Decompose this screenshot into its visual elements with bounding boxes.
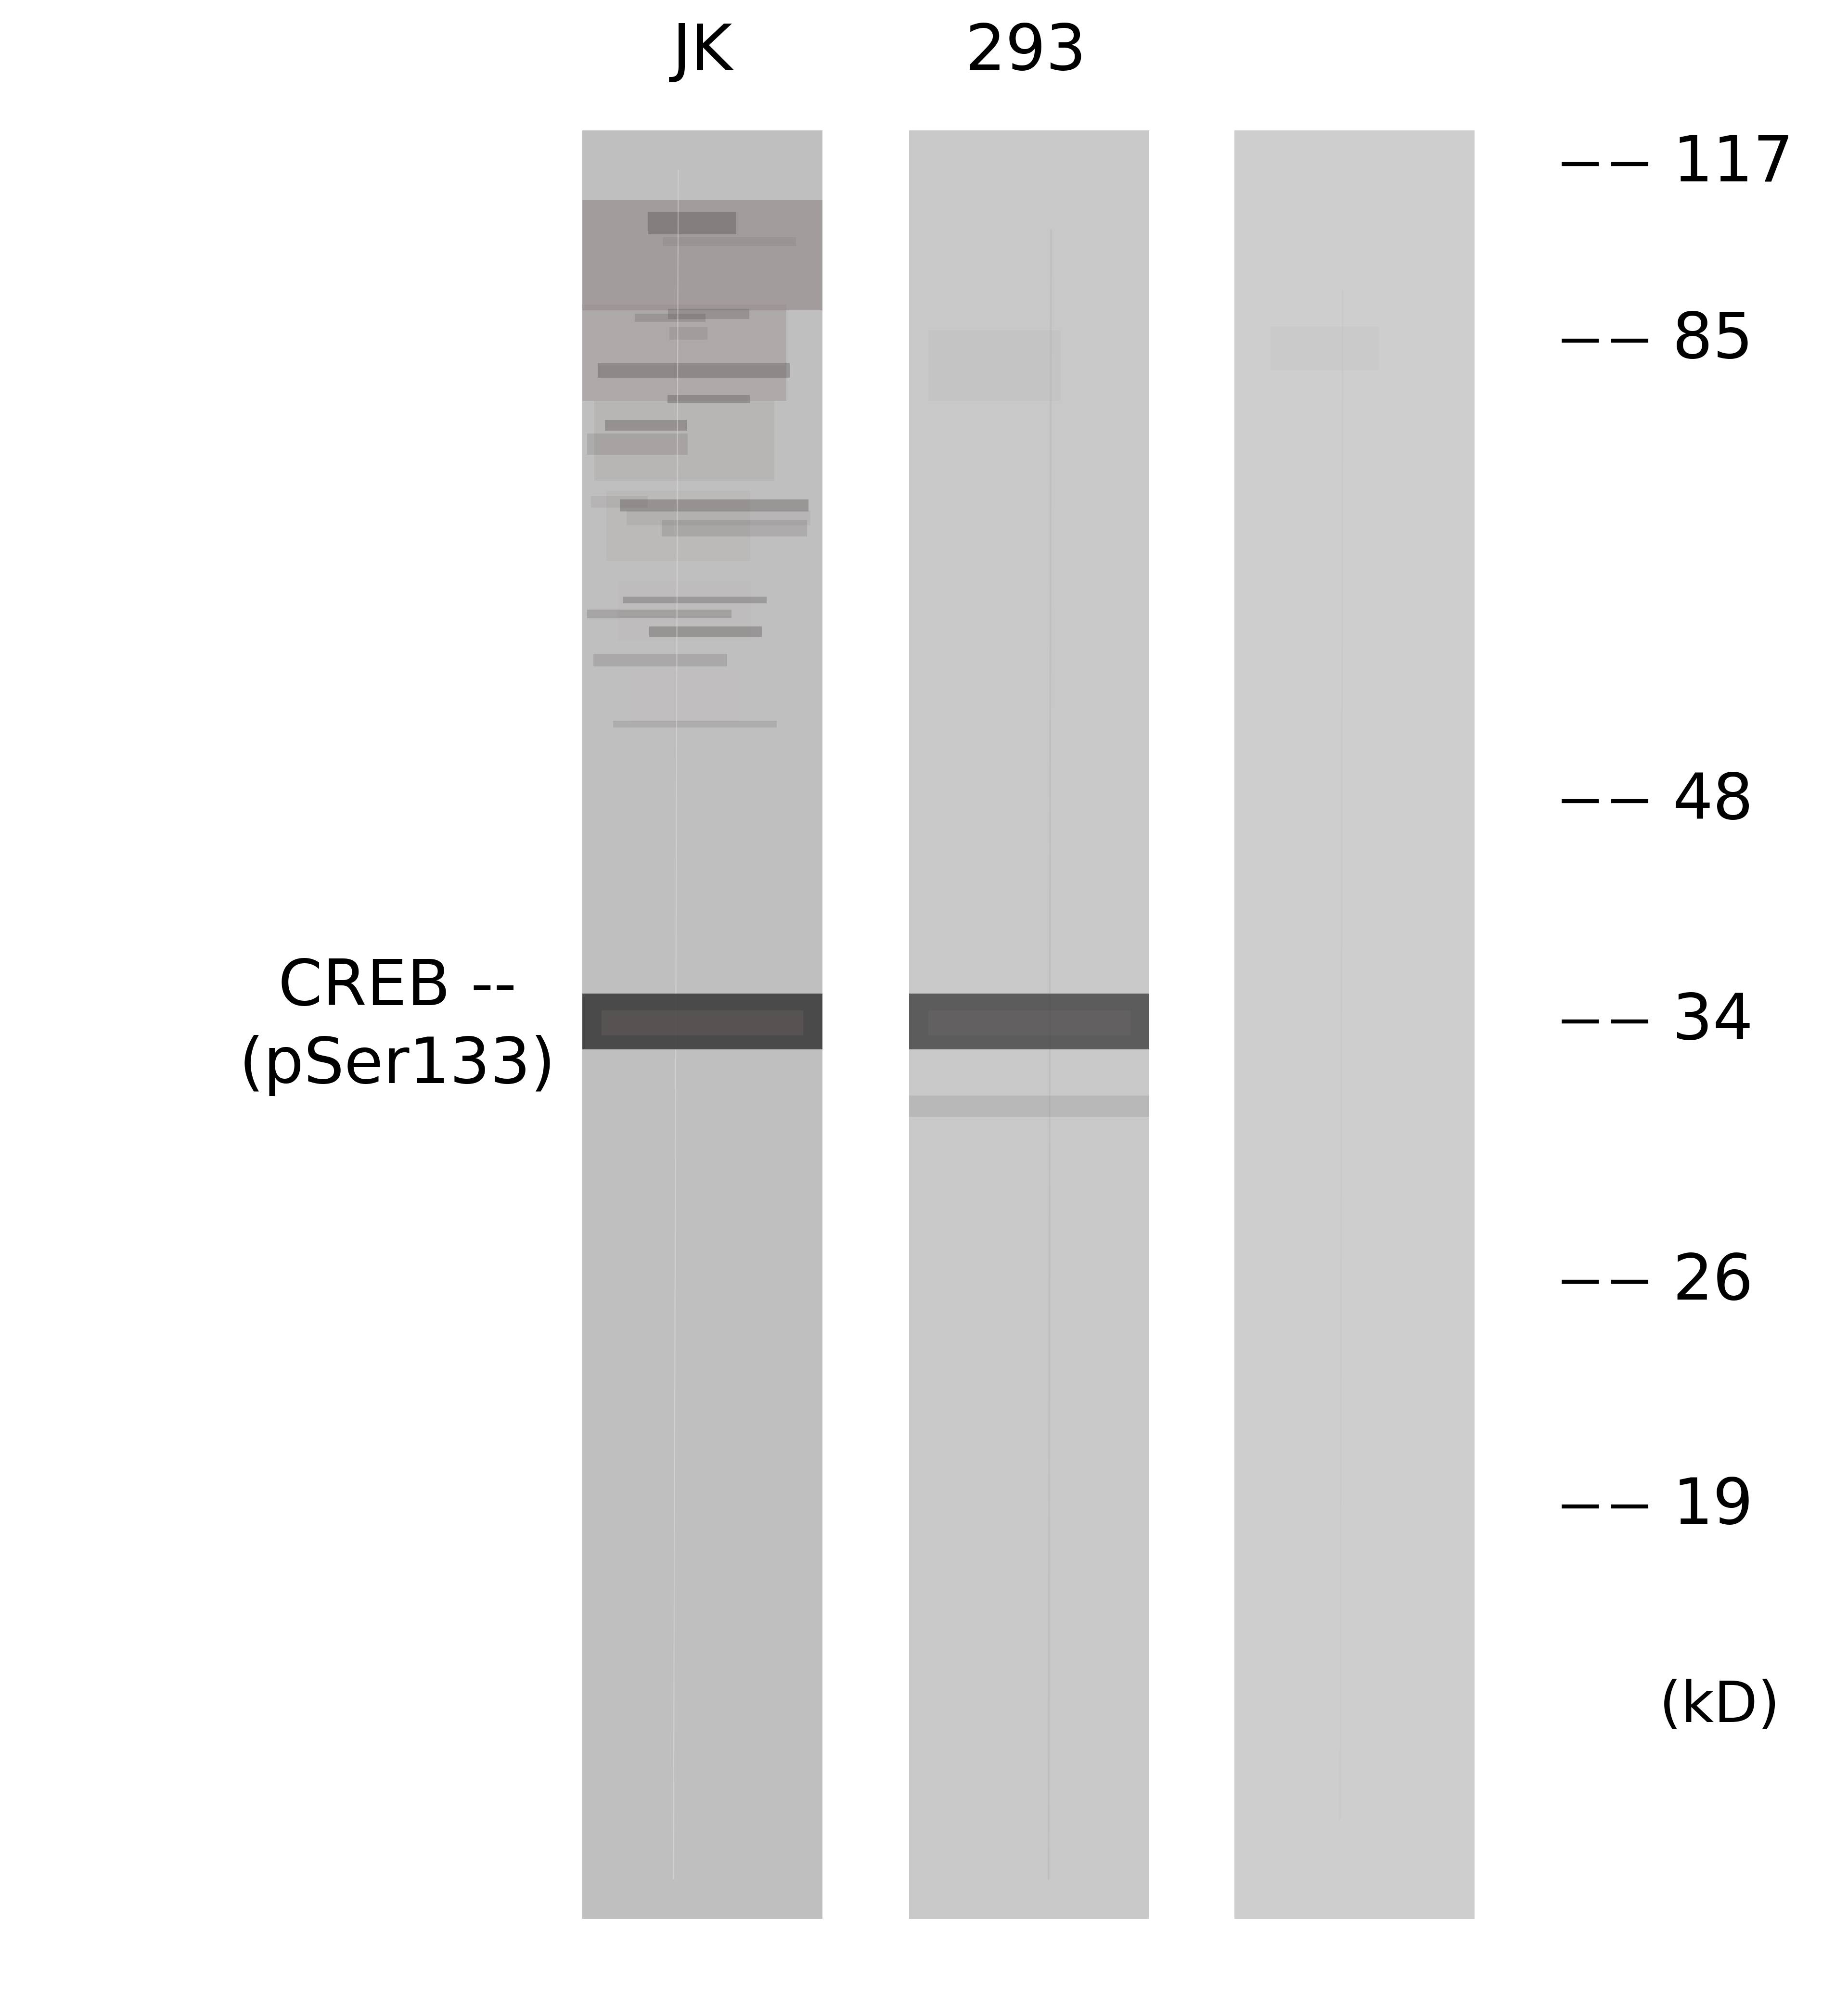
Text: JK: JK [673,22,732,82]
Bar [619,499,808,511]
Bar [604,421,687,431]
Text: (pSer133): (pSer133) [238,1036,556,1096]
Text: 48: 48 [1672,771,1754,831]
Bar [593,655,728,667]
Bar [617,581,750,641]
Bar [669,308,750,318]
Text: 117: 117 [1672,134,1794,194]
Bar [626,511,809,525]
Bar [909,130,1149,1919]
Bar [928,330,1061,401]
Bar [1234,130,1475,1919]
Bar [591,497,649,507]
Bar [597,363,789,377]
Text: 19: 19 [1672,1476,1754,1536]
Bar [634,314,706,322]
Bar [1270,326,1379,371]
Bar [614,721,776,727]
Bar [643,745,726,781]
Bar [582,993,822,1050]
Bar [582,130,822,1919]
Bar [601,1010,804,1036]
Bar [669,326,708,341]
Text: 85: 85 [1672,310,1754,371]
Bar [623,597,767,603]
Text: CREB --: CREB -- [277,957,517,1018]
Bar [649,212,736,234]
Bar [588,609,732,619]
Bar [595,401,774,481]
Bar [667,395,750,403]
Bar [606,491,750,561]
Bar [630,671,737,721]
Text: 34: 34 [1672,991,1754,1052]
Bar [663,236,796,246]
Bar [582,304,785,401]
Text: 293: 293 [965,22,1087,82]
Text: (kD): (kD) [1660,1679,1780,1735]
Bar [588,435,687,455]
Bar [582,200,822,310]
Bar [649,627,761,637]
Bar [909,993,1149,1050]
Bar [662,521,808,537]
Bar [909,1096,1149,1118]
Text: 26: 26 [1672,1252,1754,1312]
Bar [928,1010,1131,1036]
